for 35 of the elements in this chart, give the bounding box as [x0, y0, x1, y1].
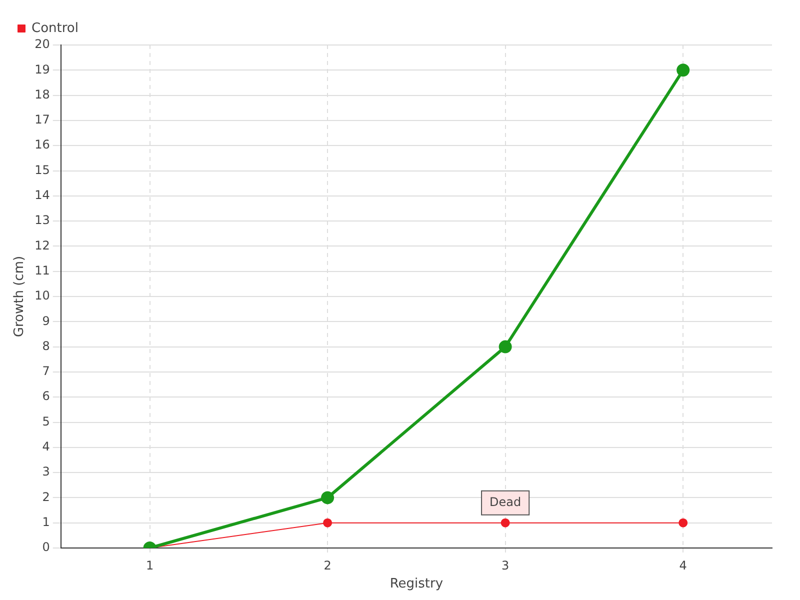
y-tick-label: 8: [42, 338, 50, 353]
y-tick-label: 10: [34, 288, 50, 303]
y-tick-label: 13: [34, 213, 50, 228]
point: [676, 64, 690, 77]
y-axis-title: Growth (cm): [12, 256, 28, 338]
point: [498, 340, 512, 354]
y-tick-label: 3: [42, 464, 50, 479]
y-tick-label: 5: [42, 414, 50, 428]
y-tick-label: 17: [34, 112, 50, 127]
point: [500, 518, 510, 528]
y-tick-label: 12: [34, 238, 50, 252]
y-tick-label: 18: [34, 87, 50, 102]
y-tick-label: 16: [34, 138, 50, 152]
x-tick-label: 3: [502, 558, 510, 572]
point: [323, 518, 332, 528]
y-tick-label: 1: [42, 514, 50, 529]
y-tick-label: 7: [42, 364, 50, 378]
y-tick-label: 4: [42, 440, 50, 454]
x-tick-label: 1: [146, 558, 154, 572]
point: [321, 491, 334, 504]
legend-label: Control: [32, 20, 78, 36]
y-tick-label: 6: [42, 389, 50, 404]
x-tick-label: 2: [324, 558, 332, 572]
y-tick-label: 11: [34, 263, 50, 278]
point: [678, 518, 688, 528]
annotation: Dead: [490, 494, 522, 509]
y-tick-label: 0: [42, 540, 50, 554]
y-tick-label: 19: [34, 62, 50, 76]
y-tick-label: 2: [42, 490, 50, 504]
y-tick-label: 15: [34, 162, 50, 177]
x-tick-label: 4: [679, 558, 687, 572]
y-tick-label: 14: [34, 188, 50, 202]
y-tick-label: 20: [34, 37, 50, 52]
y-tick-label: 9: [42, 314, 50, 328]
x-axis-title: Registry: [390, 576, 444, 592]
